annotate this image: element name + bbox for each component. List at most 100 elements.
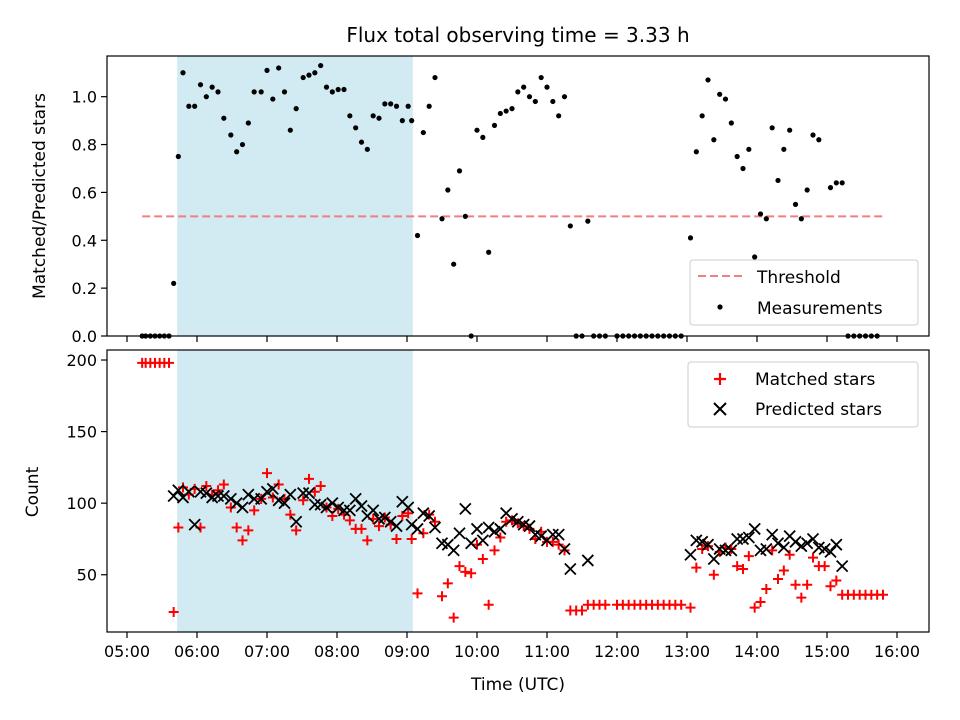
- predicted-star-point: [211, 489, 225, 503]
- count-y-tick-label: 100: [66, 494, 97, 513]
- measurement-point: [432, 74, 438, 81]
- predicted-star-point: [771, 537, 785, 550]
- measurement-point: [251, 89, 257, 95]
- matched-star-point: [518, 521, 529, 532]
- measurement-point: [341, 86, 347, 93]
- measurement-point: [300, 74, 306, 81]
- measurement-point: [393, 103, 400, 109]
- measurement-point: [358, 139, 365, 145]
- measurement-point: [515, 89, 521, 95]
- measurement-point: [318, 62, 324, 69]
- predicted-star-point: [766, 528, 779, 541]
- measurement-point: [215, 89, 221, 95]
- count-x-tick-label: 08:00: [314, 642, 360, 661]
- count-frame: [106, 349, 930, 633]
- predicted-star-point: [272, 494, 285, 507]
- legend-predicted-label: Predicted stars: [755, 400, 882, 420]
- predicted-star-point: [777, 541, 790, 554]
- count-x-tick-label: 06:00: [174, 642, 220, 661]
- matched-star-point: [231, 522, 242, 533]
- measurement-point: [757, 211, 764, 217]
- matched-star-point: [819, 561, 830, 572]
- predicted-star-point: [482, 521, 495, 534]
- matched-star-point: [703, 541, 713, 552]
- matched-star-point: [553, 539, 564, 550]
- predicted-star-point: [320, 501, 333, 514]
- measurement-point: [480, 134, 486, 140]
- count-x-tick-label: 13:00: [664, 642, 710, 661]
- measurement-point: [382, 101, 388, 107]
- matched-star-point: [755, 596, 766, 607]
- predicted-star-point: [523, 519, 536, 533]
- predicted-star-point: [260, 485, 274, 498]
- measurement-point: [180, 70, 186, 76]
- predicted-star-point: [337, 504, 351, 517]
- predicted-star-point: [411, 522, 424, 536]
- matched-star-point: [743, 551, 754, 562]
- predicted-star-point: [453, 527, 466, 540]
- measurement-point: [833, 180, 839, 186]
- matched-star-point: [418, 528, 429, 539]
- measurement-point: [409, 118, 415, 124]
- matched-star-point: [738, 564, 748, 575]
- matched-star-point: [784, 549, 795, 560]
- matched-star-point: [273, 479, 284, 490]
- count-x-tick-label: 09:00: [384, 642, 430, 661]
- measurement-point: [810, 132, 816, 138]
- measurement-point: [439, 216, 445, 222]
- predicted-star-point: [255, 492, 268, 506]
- matched-star-point: [406, 533, 417, 544]
- matched-star-point: [437, 591, 447, 602]
- predicted-star-point: [188, 518, 201, 531]
- measurement-point: [532, 98, 538, 105]
- matched-star-point: [559, 545, 570, 556]
- predicted-star-point: [172, 484, 185, 497]
- predicted-stars-points: [167, 482, 849, 576]
- ratio-y-tick-label: 0.6: [72, 183, 97, 202]
- predicted-star-point: [795, 539, 808, 553]
- count-x-tick-label: 12:00: [594, 642, 640, 661]
- measurement-point: [335, 86, 341, 93]
- matched-star-point: [391, 533, 402, 544]
- matched-star-point: [732, 561, 743, 572]
- legend-matched-label: Matched stars: [755, 370, 875, 390]
- measurement-point: [740, 165, 746, 172]
- measurement-point: [203, 94, 209, 100]
- matched-star-point: [285, 509, 296, 520]
- measurement-point: [798, 216, 804, 222]
- observing-window-shade: [177, 56, 413, 336]
- matched-star-point: [327, 511, 338, 522]
- ratio-y-axis: 0.0 0.2 0.4 0.6 0.8 1.0: [72, 88, 107, 346]
- matched-star-point: [403, 508, 414, 519]
- predicted-star-point: [696, 535, 709, 548]
- predicted-star-point: [742, 531, 755, 544]
- predicted-star-point: [224, 492, 237, 506]
- predicted-star-point: [684, 548, 697, 561]
- matched-star-point: [173, 522, 184, 533]
- matched-star-point: [460, 566, 471, 577]
- predicted-star-point: [801, 537, 814, 550]
- measurement-point: [197, 82, 204, 88]
- matched-star-point: [448, 612, 459, 623]
- count-panel: 50 100 150 200 05:00 06:00 07:00 08:00 09:00 10:…: [23, 349, 930, 695]
- measurement-point: [550, 98, 556, 105]
- predicted-star-point: [217, 489, 230, 503]
- ratio-y-tick-label: 0.2: [72, 279, 97, 298]
- measurement-point: [497, 110, 503, 117]
- measurement-point: [526, 94, 533, 100]
- measurement-point: [364, 146, 370, 152]
- count-legend: Matched stars Predicted stars: [687, 361, 919, 428]
- matched-star-point: [676, 599, 687, 610]
- predicted-star-point: [535, 529, 548, 543]
- measurement-point: [792, 201, 799, 207]
- measurement-point: [405, 103, 411, 109]
- matched-star-point: [802, 579, 813, 590]
- predicted-star-point: [384, 515, 397, 528]
- matched-star-point: [483, 599, 494, 610]
- matched-star-point: [178, 482, 188, 493]
- predicted-star-point: [417, 507, 430, 520]
- measurement-point: [521, 84, 527, 90]
- measurement-point: [816, 137, 822, 143]
- predicted-star-point: [314, 498, 327, 511]
